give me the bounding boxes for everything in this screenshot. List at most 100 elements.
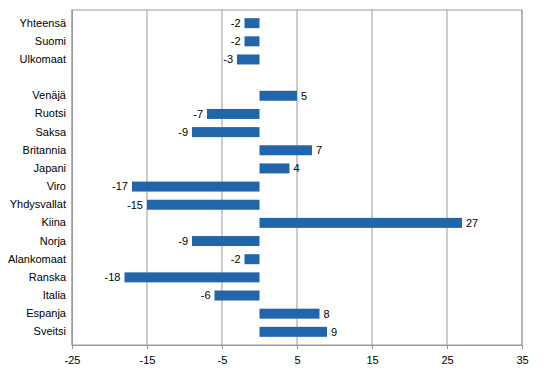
tick: Kiina [42, 216, 72, 228]
tick: Ruotsi [35, 107, 72, 119]
data-label: -17 [112, 180, 128, 192]
x-axis: -25 -15 -5 5 15 25 35 [65, 345, 529, 366]
tick-label: Ulkomaat [20, 53, 66, 65]
tick: 15 [366, 345, 378, 366]
bar [192, 236, 260, 246]
tick-label: Viro [47, 180, 66, 192]
tick: 5 [294, 345, 300, 366]
tick-mark [222, 345, 223, 349]
tick: Saksa [35, 126, 72, 138]
grid [72, 10, 522, 345]
tick-label: Alankomaat [8, 253, 66, 265]
tick-label: -5 [218, 354, 228, 366]
tick: -25 [65, 345, 81, 366]
tick: Alankomaat [8, 253, 72, 265]
data-label: 4 [294, 162, 300, 174]
bar [207, 109, 260, 119]
data-label: 5 [301, 90, 307, 102]
data-label: -2 [231, 17, 241, 29]
tick-mark [72, 345, 73, 349]
data-label: -7 [193, 108, 203, 120]
tick-label: Suomi [35, 35, 66, 47]
data-label: -15 [127, 199, 143, 211]
data-label: 8 [324, 308, 330, 320]
tick-mark [522, 345, 523, 349]
tick: -15 [140, 345, 156, 366]
bars [125, 18, 463, 337]
tick-label: 25 [441, 354, 453, 366]
tick-mark [297, 345, 298, 349]
grid-line [447, 10, 448, 345]
bar [260, 327, 328, 337]
tick: Japani [34, 162, 72, 174]
bar [245, 18, 260, 28]
data-label: -2 [231, 35, 241, 47]
data-label: -2 [231, 253, 241, 265]
bar [245, 36, 260, 46]
y-axis: Yhteensä Suomi Ulkomaat Venäjä Ruotsi Saksa Br… [8, 11, 73, 346]
grid-line [372, 10, 373, 345]
data-label: 27 [466, 217, 478, 229]
tick-mark [447, 345, 448, 349]
tick: Sveitsi [34, 325, 72, 337]
tick: Viro [47, 180, 72, 192]
tick-label: Yhdysvallat [10, 198, 66, 210]
tick-label: Italia [43, 289, 67, 301]
data-label: -18 [105, 271, 121, 283]
tick: Britannia [23, 144, 72, 156]
bar [245, 254, 260, 264]
axis-line [72, 11, 73, 346]
tick: 25 [441, 345, 453, 366]
tick-label: Norja [40, 235, 67, 247]
bar [147, 200, 260, 210]
bar [237, 54, 260, 64]
bar [260, 163, 290, 173]
bar [215, 291, 260, 301]
data-label: 7 [316, 144, 322, 156]
bar [132, 182, 260, 192]
tick-label: Ranska [29, 271, 67, 283]
grid-line [147, 10, 148, 345]
tick-mark [147, 345, 148, 349]
data-label: 9 [331, 326, 337, 338]
tick: Espanja [26, 307, 72, 319]
tick-label: Espanja [26, 307, 67, 319]
bar [125, 272, 260, 282]
tick: Suomi [35, 35, 72, 47]
tick: Venäjä [32, 89, 72, 101]
tick-label: Kiina [42, 216, 67, 228]
tick-label: Ruotsi [35, 107, 66, 119]
tick-label: Venäjä [32, 89, 67, 101]
bar [260, 218, 463, 228]
grid-line [297, 10, 298, 345]
tick-label: 35 [516, 354, 528, 366]
plot-frame [72, 10, 522, 345]
tick: Italia [43, 289, 72, 301]
bar [192, 127, 260, 137]
data-label: -9 [178, 126, 188, 138]
tick: -5 [218, 345, 228, 366]
data-label: -3 [223, 53, 233, 65]
bar [260, 145, 313, 155]
data-label: -6 [201, 289, 211, 301]
tick-label: Sveitsi [34, 325, 66, 337]
tick-label: -15 [140, 354, 156, 366]
tick-label: Britannia [23, 144, 67, 156]
tick-label: Japani [34, 162, 66, 174]
tick: 35 [516, 345, 528, 366]
bar [260, 91, 298, 101]
tick: Yhteensä [20, 17, 72, 29]
bar [260, 309, 320, 319]
chart: -2 -2 -3 5 -7 -9 7 4 -17 -15 27 -9 -2 -18 -6 89 -25 -15 -5… [0, 0, 546, 376]
tick: Ranska [29, 271, 72, 283]
tick-mark [372, 345, 373, 349]
tick: Norja [40, 235, 72, 247]
data-label: -9 [178, 235, 188, 247]
tick-label: -25 [65, 354, 81, 366]
tick-label: Saksa [35, 126, 66, 138]
tick-label: 5 [294, 354, 300, 366]
tick-label: 15 [366, 354, 378, 366]
data-labels: -2 -2 -3 5 -7 -9 7 4 -17 -15 27 -9 -2 -18 -6 89 [105, 17, 479, 338]
tick: Ulkomaat [20, 53, 72, 65]
tick-label: Yhteensä [20, 17, 67, 29]
